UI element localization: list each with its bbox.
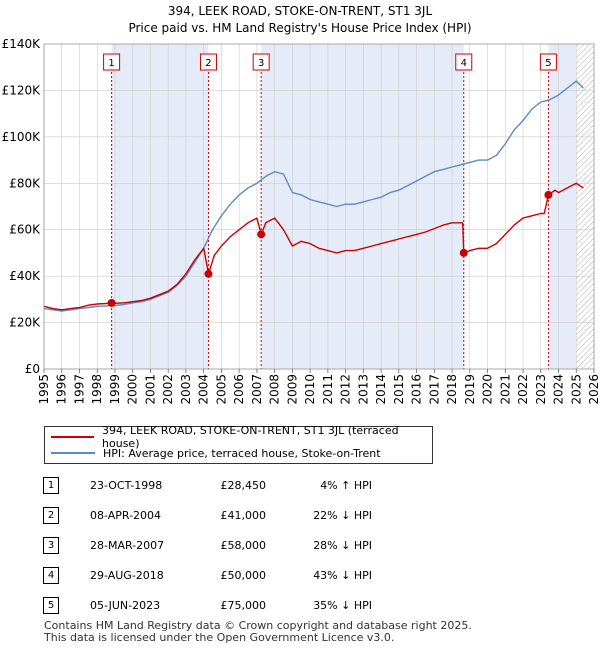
sale-date: 05-JUN-2023: [90, 599, 161, 612]
x-tick-label: 2011: [321, 374, 335, 405]
x-tick-label: 2005: [214, 374, 228, 405]
sale-marker-box: [539, 53, 557, 71]
x-tick-label: 2014: [374, 374, 388, 405]
sale-hpi-diff: 43% ↓ HPI: [313, 569, 372, 582]
x-tick-label: 2023: [534, 374, 548, 405]
x-tick-label: 2022: [516, 374, 530, 405]
legend-label-price-paid: 394, LEEK ROAD, STOKE-ON-TRENT, ST1 3JL …: [102, 424, 399, 450]
y-tick-label: £0: [25, 362, 40, 376]
sale-marker-label: 4: [461, 58, 467, 69]
sale-row: 1 23-OCT-1998 £28,450 4% ↑ HPI: [0, 476, 600, 496]
sale-point: [107, 298, 116, 307]
sale-marker-label: 1: [108, 58, 114, 69]
footer-copyright: Contains HM Land Registry data © Crown c…: [44, 619, 472, 632]
x-tick-label: 1999: [108, 374, 122, 405]
sale-row: 4 29-AUG-2018 £50,000 43% ↓ HPI: [0, 566, 600, 586]
chart-title: 394, LEEK ROAD, STOKE-ON-TRENT, ST1 3JL: [167, 4, 433, 18]
y-tick-label: £40K: [9, 269, 41, 283]
x-tick-label: 1998: [90, 374, 104, 405]
sale-point: [257, 230, 266, 239]
sale-date: 28-MAR-2007: [90, 539, 165, 552]
sale-marker-label: 2: [205, 58, 211, 69]
sale-marker-box: [199, 53, 217, 71]
x-tick-label: 2020: [481, 374, 495, 405]
x-tick-label: 2006: [232, 374, 246, 405]
sale-number-badge: 4: [43, 567, 59, 584]
sale-marker-label: 3: [258, 58, 264, 69]
shade-band: [261, 44, 464, 369]
shade-band: [111, 44, 209, 369]
x-tick-label: 2008: [268, 374, 282, 405]
x-tick-label: 2021: [498, 374, 512, 405]
hpi-line: [43, 80, 584, 312]
footer: Contains HM Land Registry data © Crown c…: [44, 620, 472, 644]
x-tick-label: 2010: [303, 374, 317, 405]
x-tick-label: 1997: [72, 374, 86, 405]
x-tick-label: 2016: [410, 374, 424, 405]
sale-point: [544, 190, 553, 199]
x-tick-label: 2002: [161, 374, 175, 405]
y-tick-label: £60K: [9, 223, 41, 237]
x-tick-label: 2018: [445, 374, 459, 405]
legend-item-price-paid: 394, LEEK ROAD, STOKE-ON-TRENT, ST1 3JL …: [51, 424, 432, 450]
x-tick-label: 2017: [427, 374, 441, 405]
sale-row: 3 28-MAR-2007 £58,000 28% ↓ HPI: [0, 536, 600, 556]
legend-item-hpi: HPI: Average price, terraced house, Stok…: [51, 445, 381, 461]
sale-date: 08-APR-2004: [90, 509, 162, 522]
sale-date: 23-OCT-1998: [90, 479, 163, 492]
x-tick-label: 2001: [143, 374, 157, 405]
price-chart: 1 2 3 4 5 £0 £20K £40K £60K £80K £100K £120K £140K 19…: [2, 37, 600, 405]
legend-swatch-hpi: [51, 452, 95, 454]
sale-point: [459, 248, 468, 257]
sale-price: £28,450: [220, 479, 267, 492]
chart-subtitle: Price paid vs. HM Land Registry's House …: [128, 21, 472, 35]
sale-marker-box: [455, 53, 473, 71]
y-tick-label: £120K: [2, 83, 42, 97]
x-tick-label: 1996: [55, 374, 69, 405]
sale-hpi-diff: 35% ↓ HPI: [313, 599, 372, 612]
sale-hpi-diff: 22% ↓ HPI: [313, 509, 372, 522]
sale-hpi-diff: 28% ↓ HPI: [313, 539, 372, 552]
x-tick-label: 2024: [552, 374, 566, 405]
sale-hpi-diff: 4% ↑ HPI: [320, 479, 372, 492]
x-tick-label: 2000: [126, 374, 140, 405]
x-tick-label: 2007: [250, 374, 264, 405]
x-tick-label: 2009: [285, 374, 299, 405]
y-tick-label: £80K: [9, 176, 41, 190]
sale-price: £41,000: [220, 509, 267, 522]
sale-date: 29-AUG-2018: [90, 569, 164, 582]
legend-label-hpi: HPI: Average price, terraced house, Stok…: [103, 446, 381, 460]
sale-row: 2 08-APR-2004 £41,000 22% ↓ HPI: [0, 506, 600, 526]
x-tick-label: 2025: [569, 374, 583, 405]
x-tick-label: 2015: [392, 374, 406, 405]
sale-number-badge: 1: [43, 477, 59, 494]
x-tick-label: 2012: [339, 374, 353, 405]
legend: 394, LEEK ROAD, STOKE-ON-TRENT, ST1 3JL …: [44, 424, 433, 464]
sale-marker-box: [252, 53, 270, 71]
sale-point: [204, 269, 213, 278]
future-hatch: [576, 44, 594, 369]
sale-marker-label: 5: [545, 58, 551, 69]
sale-number-badge: 3: [43, 537, 59, 554]
footer-licence: This data is licensed under the Open Gov…: [44, 631, 395, 644]
x-tick-label: 2019: [463, 374, 477, 405]
sale-price: £58,000: [220, 539, 267, 552]
y-tick-label: £100K: [2, 130, 42, 144]
y-tick-label: £20K: [9, 316, 41, 330]
x-tick-label: 2013: [356, 374, 370, 405]
price-paid-line: [43, 182, 584, 311]
x-tick-label: 1995: [37, 374, 51, 405]
legend-swatch-price-paid: [51, 436, 95, 438]
x-tick-label: 2004: [197, 374, 211, 405]
x-tick-label: 2026: [587, 374, 600, 405]
sale-number-badge: 5: [43, 597, 59, 614]
x-tick-label: 2003: [179, 374, 193, 405]
sale-price: £75,000: [220, 599, 267, 612]
sale-marker-box: [103, 53, 121, 71]
sale-price: £50,000: [220, 569, 267, 582]
sale-row: 5 05-JUN-2023 £75,000 35% ↓ HPI: [0, 596, 600, 616]
y-tick-label: £140K: [2, 37, 42, 51]
sale-number-badge: 2: [43, 507, 59, 524]
plot-frame: [43, 43, 595, 370]
